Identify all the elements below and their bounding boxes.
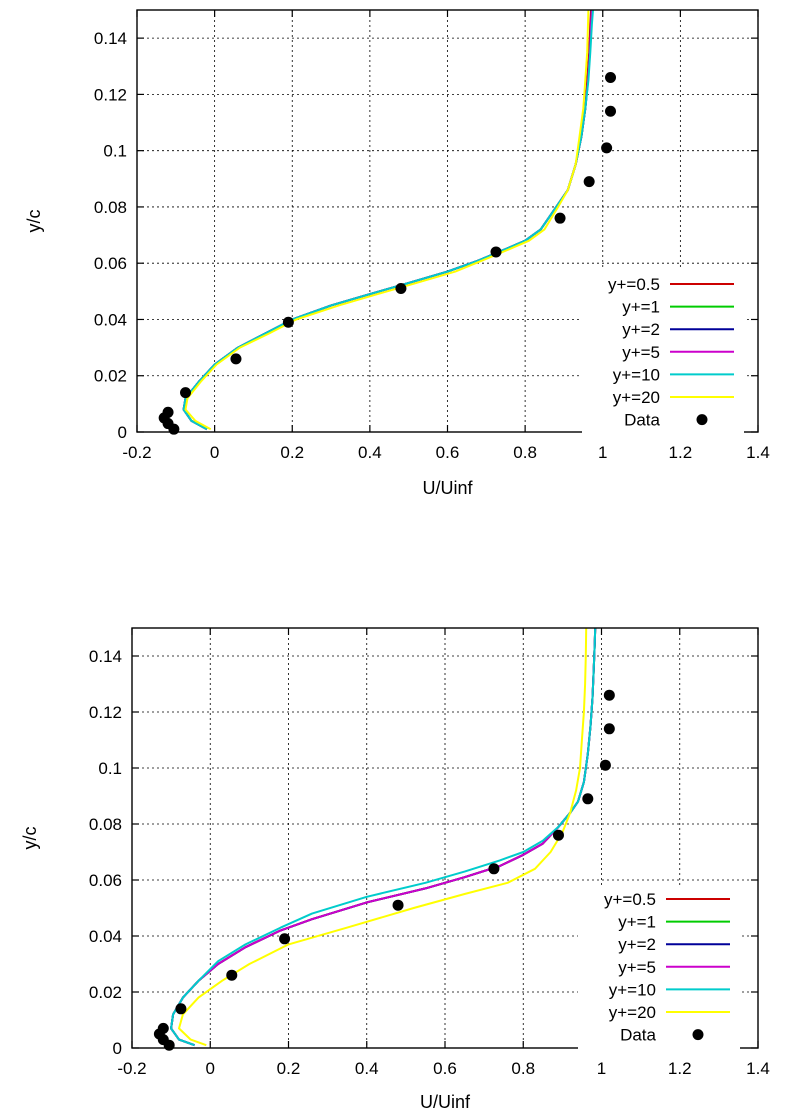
- legend-label: y+=10: [613, 365, 660, 384]
- data-point: [601, 142, 613, 154]
- data-point: [392, 899, 404, 911]
- series-group: [170, 628, 597, 1047]
- data-point: [488, 863, 500, 875]
- data-point: [603, 723, 615, 735]
- y-axis-label: y/c: [20, 826, 40, 849]
- y-tick-label: 0.06: [94, 254, 127, 273]
- y-tick-label: 0.1: [103, 142, 127, 161]
- y-tick-label: 0.14: [94, 29, 127, 48]
- legend-label: y+=1: [622, 298, 660, 317]
- legend-label: y+=5: [618, 958, 656, 977]
- y-tick-label: 0.02: [89, 983, 122, 1002]
- x-tick-label: 1: [597, 1059, 606, 1078]
- data-point: [226, 969, 238, 981]
- data-point: [599, 759, 611, 771]
- data-point: [605, 72, 617, 84]
- y-tick-label: 0: [113, 1039, 122, 1058]
- x-tick-label: 0.6: [433, 1059, 457, 1078]
- data-point: [230, 353, 242, 365]
- legend-label: Data: [624, 411, 660, 430]
- chart-bottom: -0.2 0 0.2 0.4 0.6 0.8 1 1.2 1.400.020.040.060.0…: [20, 627, 770, 1112]
- data-point: [603, 689, 615, 701]
- legend-swatch-dot: [692, 1029, 704, 1041]
- x-tick-label: 1.2: [669, 443, 693, 462]
- y-tick-label: 0.04: [89, 927, 122, 946]
- data-point: [583, 176, 595, 188]
- y-tick-label: 0.12: [94, 85, 127, 104]
- series-line-y+=20: [184, 10, 590, 431]
- legend-label: y+=20: [609, 1003, 656, 1022]
- x-axis-label: U/Uinf: [420, 1092, 471, 1112]
- y-tick-label: 0.12: [89, 703, 122, 722]
- data-point: [282, 316, 294, 328]
- y-tick-label: 0.04: [94, 310, 127, 329]
- x-tick-label: 0.2: [277, 1059, 301, 1078]
- x-tick-label: 0: [206, 1059, 215, 1078]
- series-group: [182, 10, 594, 431]
- x-tick-label: 0.8: [513, 443, 537, 462]
- data-point: [554, 212, 566, 224]
- legend-label: y+=2: [618, 935, 656, 954]
- series-line-y+=10: [182, 10, 594, 431]
- y-tick-label: 0.1: [98, 759, 122, 778]
- x-tick-label: 0: [210, 443, 219, 462]
- x-tick-label: -0.2: [117, 1059, 146, 1078]
- data-point: [552, 829, 564, 841]
- y-tick-label: 0.08: [89, 815, 122, 834]
- data-point: [395, 283, 407, 295]
- x-axis-label: U/Uinf: [422, 478, 473, 498]
- x-tick-label: 0.4: [355, 1059, 379, 1078]
- data-point: [490, 246, 502, 258]
- y-tick-label: 0.14: [89, 647, 122, 666]
- data-point: [157, 1022, 169, 1034]
- x-tick-label: 0.4: [358, 443, 382, 462]
- y-axis-label: y/c: [24, 209, 44, 232]
- x-tick-label: 1.4: [746, 1059, 770, 1078]
- data-point: [175, 1003, 187, 1015]
- plot-frame: [131, 627, 759, 1049]
- x-tick-label: 1: [598, 443, 607, 462]
- x-tick-label: -0.2: [122, 443, 151, 462]
- y-tick-label: 0.08: [94, 198, 127, 217]
- plot-frame: [136, 9, 759, 433]
- legend-label: y+=5: [622, 343, 660, 362]
- x-tick-label: 0.6: [436, 443, 460, 462]
- data-point: [163, 1039, 175, 1051]
- chart-top: -0.2 0 0.2 0.4 0.6 0.8 1 1.2 1.400.020.040.060.0…: [24, 9, 770, 498]
- legend-label: y+=0.5: [604, 890, 656, 909]
- series-line-y+=10: [170, 628, 597, 1047]
- data-point: [180, 387, 192, 399]
- y-tick-label: 0: [118, 423, 127, 442]
- data-point: [168, 423, 180, 435]
- x-tick-label: 1.4: [746, 443, 770, 462]
- legend-label: y+=1: [618, 913, 656, 932]
- legend-label: Data: [620, 1026, 656, 1045]
- data-point: [279, 933, 291, 945]
- y-tick-label: 0.06: [89, 871, 122, 890]
- legend-swatch-dot: [696, 414, 708, 426]
- data-point: [605, 105, 617, 117]
- x-tick-label: 1.2: [668, 1059, 692, 1078]
- series-line-y+=20: [178, 628, 588, 1047]
- data-point: [162, 406, 174, 418]
- data-point: [582, 793, 594, 805]
- legend-label: y+=2: [622, 320, 660, 339]
- x-tick-label: 0.8: [511, 1059, 535, 1078]
- legend-label: y+=0.5: [608, 275, 660, 294]
- legend-label: y+=10: [609, 980, 656, 999]
- legend-label: y+=20: [613, 388, 660, 407]
- x-tick-label: 0.2: [280, 443, 304, 462]
- y-tick-label: 0.02: [94, 367, 127, 386]
